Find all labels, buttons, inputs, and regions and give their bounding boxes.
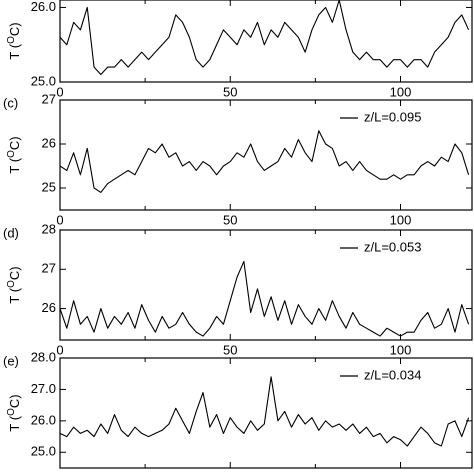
x-tick-label: 50 xyxy=(223,342,237,357)
x-tick-label: 50 xyxy=(223,84,237,99)
x-tick-label: 100 xyxy=(390,342,412,357)
plot-frame xyxy=(59,357,473,469)
y-axis-label-part: T ( xyxy=(7,157,22,173)
y-tick-label: 25.0 xyxy=(31,444,56,459)
y-tick-label: 27 xyxy=(42,261,56,276)
y-axis-label-part: C) xyxy=(7,136,22,150)
panel-label: (d) xyxy=(3,225,19,240)
legend-label: z/L=0.034 xyxy=(364,367,421,382)
y-axis-label: T (OC) xyxy=(6,22,23,59)
x-tick-label: 0 xyxy=(56,84,63,99)
y-tick-label: 26 xyxy=(42,135,56,150)
y-tick-label: 26.0 xyxy=(31,0,56,14)
y-axis-label-sup: O xyxy=(6,408,17,416)
y-axis-label-part: T ( xyxy=(7,43,22,59)
x-tick-label: 100 xyxy=(390,84,412,99)
y-tick-label: 25.0 xyxy=(31,73,56,88)
plot-frame xyxy=(59,99,473,211)
x-tick-label: 50 xyxy=(223,212,237,227)
x-tick-label: 0 xyxy=(56,342,63,357)
x-tick-label: 100 xyxy=(390,212,412,227)
y-axis-label-part: C) xyxy=(7,22,22,36)
y-axis-label-sup: O xyxy=(6,280,17,288)
plot-frame xyxy=(59,229,473,341)
y-axis-label: T (OC) xyxy=(6,394,23,431)
y-tick-label: 28.0 xyxy=(31,349,56,364)
x-tick-label: 0 xyxy=(56,212,63,227)
y-axis-label-sup: O xyxy=(6,36,17,44)
y-axis-label: T (OC) xyxy=(6,136,23,173)
y-tick-label: 27.0 xyxy=(31,381,56,396)
y-axis-label-part: T ( xyxy=(7,415,22,431)
data-line xyxy=(59,260,470,337)
y-tick-label: 28 xyxy=(42,221,56,236)
data-line xyxy=(59,130,470,193)
legend-label: z/L=0.053 xyxy=(364,239,421,254)
legend-label: z/L=0.095 xyxy=(364,109,421,124)
plot-frame xyxy=(59,0,473,83)
y-axis-label-part: T ( xyxy=(7,287,22,303)
panel-label: (e) xyxy=(3,353,19,368)
y-tick-label: 27 xyxy=(42,91,56,106)
y-axis-label-part: C) xyxy=(7,266,22,280)
y-tick-label: 26 xyxy=(42,300,56,315)
panel-label: (c) xyxy=(3,95,18,110)
y-tick-label: 25 xyxy=(42,179,56,194)
y-axis-label: T (OC) xyxy=(6,266,23,303)
y-tick-label: 26.0 xyxy=(31,412,56,427)
data-line xyxy=(59,376,470,447)
y-axis-label-sup: O xyxy=(6,150,17,158)
y-axis-label-part: C) xyxy=(7,394,22,408)
data-line xyxy=(59,0,470,76)
